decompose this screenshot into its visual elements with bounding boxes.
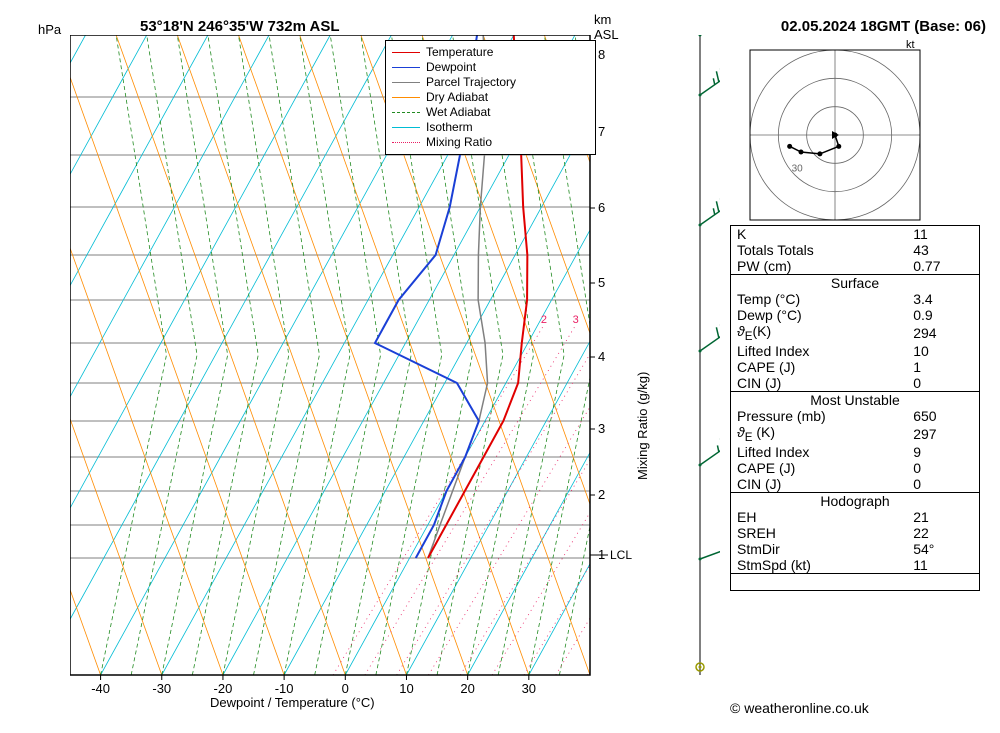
svg-text:-20: -20 <box>214 681 233 696</box>
svg-text:2: 2 <box>598 487 605 502</box>
svg-text:10: 10 <box>399 681 413 696</box>
svg-text:-40: -40 <box>91 681 110 696</box>
svg-text:-10: -10 <box>275 681 294 696</box>
svg-text:6: 6 <box>636 314 642 326</box>
svg-text:3: 3 <box>573 314 579 326</box>
hodograph: kt 30 <box>730 38 940 228</box>
svg-text:2: 2 <box>541 314 547 326</box>
svg-text:0: 0 <box>342 681 349 696</box>
svg-text:6: 6 <box>598 200 605 215</box>
ylabel-hpa: hPa <box>38 22 61 37</box>
time-title: 02.05.2024 18GMT (Base: 06) <box>781 18 986 35</box>
svg-text:30: 30 <box>522 681 536 696</box>
svg-text:8: 8 <box>598 47 605 62</box>
svg-text:3: 3 <box>598 421 605 436</box>
svg-text:20: 20 <box>460 681 474 696</box>
copyright-text: © weatheronline.co.uk <box>730 700 869 716</box>
location-title: 53°18'N 246°35'W 732m ASL <box>140 18 340 35</box>
ylabel-km: km ASL <box>594 12 619 42</box>
chart-legend: TemperatureDewpointParcel TrajectoryDry … <box>385 40 596 155</box>
ylabel-mixing-ratio: Mixing Ratio (g/kg) <box>635 372 650 480</box>
svg-text:LCL: LCL <box>610 548 632 562</box>
wind-barb-column <box>680 35 720 675</box>
xlabel: Dewpoint / Temperature (°C) <box>210 695 375 710</box>
svg-text:kt: kt <box>906 39 915 51</box>
svg-text:5: 5 <box>598 275 605 290</box>
indices-panel: K11Totals Totals43PW (cm)0.77SurfaceTemp… <box>730 225 980 591</box>
svg-text:7: 7 <box>598 124 605 139</box>
svg-text:4: 4 <box>598 349 605 364</box>
svg-text:30: 30 <box>792 163 804 174</box>
svg-text:-30: -30 <box>152 681 171 696</box>
svg-text:4: 4 <box>604 314 610 326</box>
